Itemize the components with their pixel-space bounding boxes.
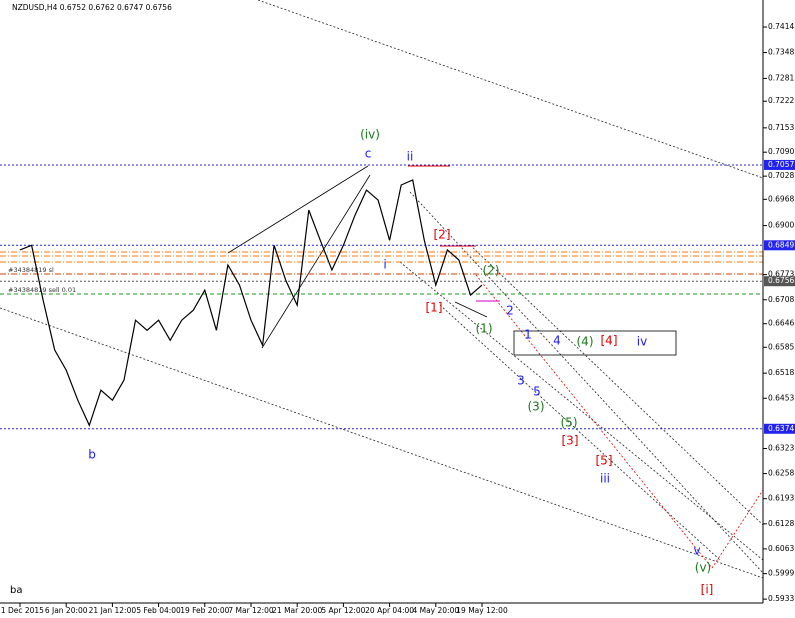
wave-label: 2	[506, 304, 514, 318]
y-tick-label: 0.7281	[768, 73, 794, 82]
y-tick-label: 0.6968	[768, 194, 794, 203]
y-tick-label: 0.6063	[768, 544, 794, 553]
y-tick-label: 0.6646	[768, 319, 794, 328]
x-tick-label: 19 Feb 20:00	[180, 606, 229, 615]
y-tick-label: 0.7028	[768, 171, 794, 180]
wave-label: 1	[524, 328, 532, 342]
order-label: #34384819 sell 0.01	[8, 286, 76, 294]
order-label: #34384819 sl	[8, 266, 54, 274]
wave-label: (4)	[577, 335, 594, 349]
y-tick-label: 0.7222	[768, 96, 794, 105]
wave-label: iii	[600, 472, 610, 486]
wave-label: i	[383, 258, 386, 272]
wave-label: [1]	[426, 301, 443, 315]
chart-title: NZDUSD,H4 0.6752 0.6762 0.6747 0.6756	[12, 3, 172, 12]
level-label: 0.6374	[768, 424, 794, 433]
wave-label: v	[693, 544, 700, 558]
wave-label: [2]	[434, 228, 451, 242]
level-label-bg	[764, 240, 795, 251]
y-tick-label: 0.6518	[768, 368, 794, 377]
x-tick-label: 20 Apr 04:00	[365, 606, 414, 615]
y-tick-label: 0.6585	[768, 342, 794, 351]
target-box	[513, 330, 677, 356]
level-label: 0.7057	[768, 160, 794, 169]
wave-label: [5]	[596, 454, 613, 468]
y-tick-label: 0.6258	[768, 469, 794, 478]
wave-label: (v)	[695, 561, 711, 575]
wave-label: [3]	[562, 434, 579, 448]
y-tick-label: 0.7153	[768, 123, 794, 132]
x-tick-label: 21 Mar 20:00	[272, 606, 322, 615]
x-tick-label: 5 Apr 12:00	[321, 606, 365, 615]
y-tick-label: 0.6708	[768, 295, 794, 304]
price-line	[19, 179, 483, 427]
y-tick-label: 0.5999	[768, 569, 794, 578]
wave-label: (1)	[476, 322, 493, 336]
y-tick-label: 0.7090	[768, 147, 794, 156]
level-label-bg	[764, 423, 795, 434]
level-label: 0.6849	[768, 240, 794, 249]
level-label: 0.6756	[768, 276, 794, 285]
wave-label: iv	[637, 335, 647, 349]
wave-label: 5	[533, 385, 541, 399]
wave-label: (iv)	[360, 128, 380, 142]
x-tick-label: 4 May 20:00	[412, 606, 459, 615]
wave-label: 3	[517, 374, 525, 388]
y-tick-label: 0.6193	[768, 494, 794, 503]
wave-label: (3)	[528, 400, 545, 414]
y-tick-label: 0.6773	[768, 270, 794, 279]
wave-label: ii	[407, 150, 414, 164]
y-tick-label: 0.6323	[768, 443, 794, 452]
wave-label: [i]	[701, 583, 714, 597]
trend-lines	[0, 0, 764, 579]
footer-label: ba	[10, 585, 22, 596]
wave-label: (2)	[483, 264, 500, 278]
y-tick-label: 0.7414	[768, 22, 794, 31]
level-lines-extra	[0, 165, 763, 302]
wave-label: [4]	[601, 334, 618, 348]
wave-label: 4	[553, 334, 561, 348]
level-label-bg	[764, 159, 795, 170]
y-tick-label: 0.6128	[768, 519, 794, 528]
wave-label: (5)	[561, 416, 578, 430]
y-tick-label: 0.6453	[768, 393, 794, 402]
x-tick-label: 6 Jan 20:00	[45, 606, 88, 615]
x-tick-label: 5 Feb 04:00	[136, 606, 181, 615]
x-tick-label: 19 May 12:00	[456, 606, 508, 615]
y-tick-label: 0.6900	[768, 221, 794, 230]
red-projection	[475, 274, 764, 569]
x-tick-label: 7 Mar 12:00	[228, 606, 274, 615]
x-tick-label: 21 Dec 2015	[0, 606, 44, 615]
wave-label: c	[365, 147, 372, 161]
wave-label: b	[88, 448, 96, 462]
level-label-bg	[764, 276, 795, 287]
y-tick-label: 0.5933	[768, 594, 794, 603]
y-tick-label: 0.7348	[768, 48, 794, 57]
x-tick-label: 21 Jan 12:00	[89, 606, 137, 615]
